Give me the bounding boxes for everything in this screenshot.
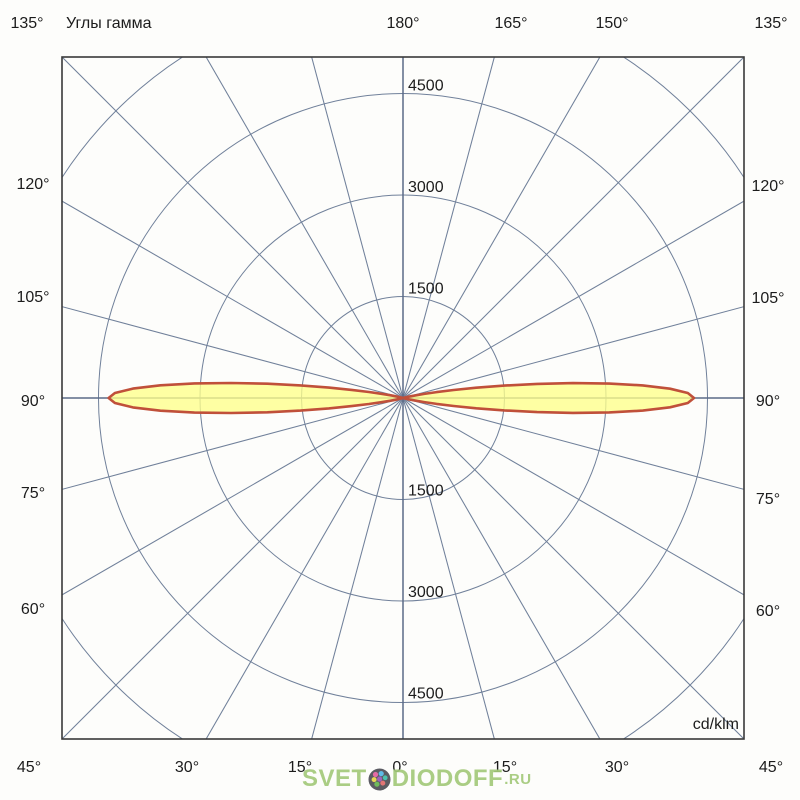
gamma-label-left-2: 90° bbox=[21, 393, 45, 410]
intensity-lobe-outline-right bbox=[401, 381, 696, 415]
gamma-label-top-4: 135° bbox=[754, 15, 787, 32]
gamma-radial-210 bbox=[205, 397, 404, 739]
gamma-label-left-1: 105° bbox=[16, 289, 49, 306]
gamma-radial-285 bbox=[62, 306, 404, 399]
gamma-label-left-0: 120° bbox=[16, 176, 49, 193]
gamma-radial-195 bbox=[311, 397, 404, 739]
gamma-label-bottom-0: 45° bbox=[17, 759, 41, 776]
gamma-label-bottom-2: 15° bbox=[288, 759, 312, 776]
gamma-label-bottom-5: 30° bbox=[605, 759, 629, 776]
ring-label-lower-3000: 3000 bbox=[408, 584, 444, 601]
gamma-label-right-2: 90° bbox=[756, 393, 780, 410]
gamma-radial-225 bbox=[62, 397, 404, 739]
gamma-label-right-0: 120° bbox=[751, 178, 784, 195]
ring-label-lower-4500: 4500 bbox=[408, 686, 444, 703]
gamma-radial-345 bbox=[311, 57, 404, 399]
gamma-label-right-1: 105° bbox=[751, 290, 784, 307]
gamma-label-left-4: 60° bbox=[21, 601, 45, 618]
gamma-label-top-3: 150° bbox=[595, 15, 628, 32]
gamma-radial-75 bbox=[402, 306, 744, 399]
gamma-radial-315 bbox=[62, 57, 404, 399]
plot-border bbox=[61, 56, 745, 740]
gamma-label-bottom-6: 45° bbox=[759, 759, 783, 776]
gamma-label-bottom-4: 15° bbox=[493, 759, 517, 776]
gamma-label-right-4: 60° bbox=[756, 603, 780, 620]
svetodiodoff-logo-icon bbox=[368, 768, 391, 791]
watermark-text-ru: .RU bbox=[504, 770, 532, 788]
gamma-label-left-3: 75° bbox=[21, 485, 45, 502]
watermark-text-diodoff: DIODOFF bbox=[391, 765, 504, 792]
gamma-label-bottom-3: 0° bbox=[392, 759, 407, 776]
gamma-radial-15 bbox=[402, 57, 495, 399]
gamma-radial-105 bbox=[402, 397, 744, 490]
gamma-radial-240 bbox=[62, 397, 404, 596]
intensity-lobe-outline-left bbox=[107, 381, 405, 415]
gamma-radial-150 bbox=[402, 397, 601, 739]
intensity-lobe-fill-left bbox=[108, 383, 403, 413]
gamma-label-top-0: 135° bbox=[10, 15, 43, 32]
gamma-radial-135 bbox=[402, 397, 744, 739]
gamma-radial-300 bbox=[62, 200, 404, 399]
gamma-radial-255 bbox=[62, 397, 404, 490]
ring-label-upper-3000: 3000 bbox=[408, 179, 444, 196]
gamma-radial-45 bbox=[402, 57, 744, 399]
intensity-lobe-fill-right bbox=[403, 383, 694, 413]
gamma-radial-60 bbox=[402, 200, 744, 399]
watermark-text-svet: SVET bbox=[302, 765, 367, 792]
gamma-label-top-1: 180° bbox=[386, 15, 419, 32]
ring-label-lower-1500: 1500 bbox=[408, 483, 444, 500]
chart-title: Углы гамма bbox=[66, 15, 152, 32]
units-label: cd/klm bbox=[693, 716, 739, 733]
gamma-label-bottom-1: 30° bbox=[175, 759, 199, 776]
gamma-label-right-3: 75° bbox=[756, 491, 780, 508]
watermark-svetodiodoff: SVET DIODOFF .RU bbox=[302, 765, 532, 793]
gamma-radial-30 bbox=[402, 57, 601, 399]
gamma-radial-165 bbox=[402, 397, 495, 739]
ring-label-upper-4500: 4500 bbox=[408, 78, 444, 95]
gamma-radial-120 bbox=[402, 397, 744, 596]
gamma-radial-330 bbox=[205, 57, 404, 399]
ring-label-upper-1500: 1500 bbox=[408, 281, 444, 298]
gamma-label-top-2: 165° bbox=[494, 15, 527, 32]
